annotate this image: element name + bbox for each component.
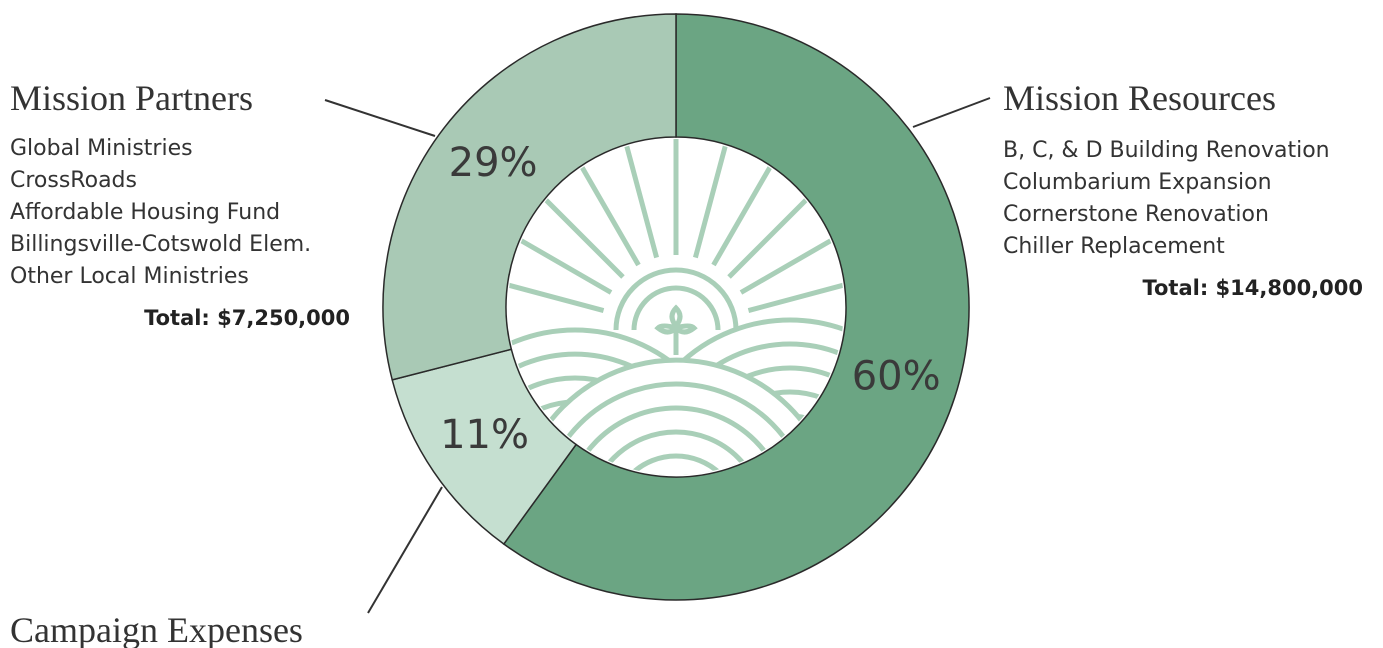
donut: [382, 13, 970, 601]
leader-line: [912, 97, 991, 128]
category-title: Campaign Expenses: [10, 610, 303, 648]
leader-line: [324, 99, 436, 137]
category-title: Mission Resources: [1003, 78, 1276, 118]
sprout: [654, 304, 698, 355]
value-label: 60%: [852, 354, 941, 400]
sunrise-emblem: [508, 139, 844, 475]
ray: [747, 270, 844, 314]
donut-slice: [502, 13, 970, 601]
list-item: Billingsville-Cotswold Elem.: [10, 232, 311, 257]
total-label: Total: $14,800,000: [1142, 276, 1363, 300]
ray: [508, 270, 605, 314]
sun-arc: [613, 267, 739, 331]
hill-arc: [609, 453, 743, 475]
ray: [739, 217, 844, 295]
total-label: Total: $7,250,000: [144, 306, 350, 330]
list-item: Global Ministries: [10, 136, 193, 161]
list-item: Other Local Ministries: [10, 264, 249, 289]
leader-line: [367, 486, 443, 614]
list-item: Columbarium Expansion: [1003, 170, 1272, 195]
hill-arc: [585, 429, 767, 475]
list-item: CrossRoads: [10, 168, 137, 193]
ray: [508, 217, 613, 295]
value-label: 29%: [449, 140, 538, 186]
list-item: Affordable Housing Fund: [10, 200, 280, 225]
value-label: 11%: [440, 412, 529, 458]
sun-arc: [631, 285, 721, 331]
list-item: Chiller Replacement: [1003, 234, 1225, 259]
donut-slice: [382, 13, 677, 381]
list-item: Cornerstone Renovation: [1003, 202, 1269, 227]
category-title: Mission Partners: [10, 78, 253, 118]
list-item: B, C, & D Building Renovation: [1003, 138, 1330, 163]
